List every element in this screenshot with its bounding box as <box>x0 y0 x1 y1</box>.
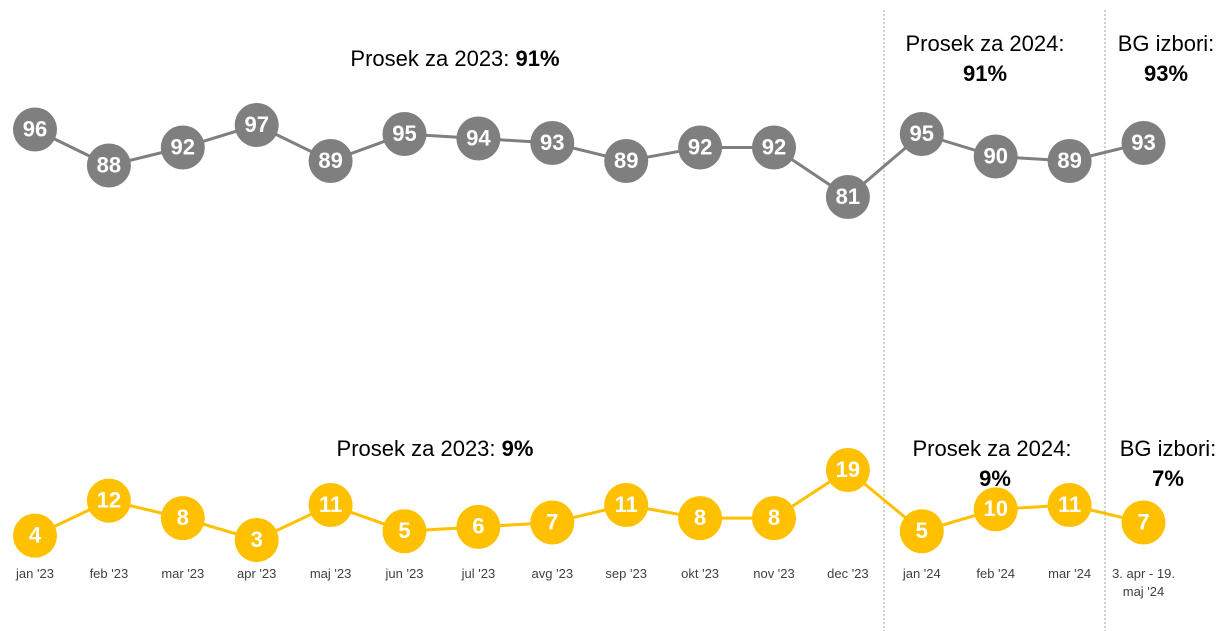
x-tick-label: jun '23 <box>385 566 424 581</box>
marker <box>899 112 944 156</box>
x-tick-label: avg '23 <box>531 566 574 581</box>
marker <box>973 487 1018 532</box>
x-tick-label: feb '23 <box>89 566 129 581</box>
data-label: 19 <box>836 457 860 482</box>
marker <box>678 125 723 170</box>
annotation-value: 91% <box>516 46 560 71</box>
annotation-value: 93% <box>1144 61 1188 86</box>
marker <box>1047 483 1092 527</box>
data-label: 93 <box>1131 130 1155 155</box>
annotation-label: Prosek za 2023: <box>350 46 509 71</box>
data-label: 95 <box>392 121 416 146</box>
x-tick-label: feb '24 <box>976 566 1015 581</box>
data-label: 12 <box>97 487 121 512</box>
data-label: 94 <box>466 125 491 150</box>
data-label: 81 <box>836 184 860 209</box>
x-tick-label: mar '23 <box>161 566 205 581</box>
marker <box>86 478 131 523</box>
x-tick-label: jan '23 <box>16 566 54 581</box>
marker <box>234 103 279 147</box>
marker <box>308 139 353 183</box>
x-tick-label: jan '24 <box>902 566 941 581</box>
marker <box>530 121 575 165</box>
series-line <box>34 468 1144 542</box>
annotation-label: BG izbori: <box>1120 436 1217 461</box>
data-label: 11 <box>1058 492 1081 517</box>
data-label: 8 <box>177 505 189 530</box>
marker <box>13 513 57 558</box>
x-tick-label: maj '23 <box>309 566 352 581</box>
marker <box>678 496 723 541</box>
marker <box>456 116 501 161</box>
x-tick-label: jul '23 <box>461 566 496 581</box>
marker <box>973 134 1018 179</box>
data-label: 7 <box>546 509 558 534</box>
x-tick-label: dec '23 <box>827 566 869 581</box>
data-label: 95 <box>910 121 934 146</box>
marker <box>234 518 279 562</box>
annotation-value: 9% <box>979 466 1011 491</box>
annotation-label: Prosek za 2023: <box>337 436 496 461</box>
x-tick-label: nov '23 <box>753 566 795 581</box>
data-label: 11 <box>615 492 638 517</box>
data-label: 89 <box>318 148 342 173</box>
x-tick-label: apr '23 <box>237 566 277 581</box>
marker <box>604 483 649 527</box>
data-label: 5 <box>916 518 928 543</box>
data-label: 4 <box>29 522 42 547</box>
data-label: 5 <box>398 518 410 543</box>
annotation-value: 7% <box>1152 466 1184 491</box>
marker <box>752 125 796 170</box>
x-tick-label: mar '24 <box>1048 566 1092 581</box>
data-label: 89 <box>1057 148 1081 173</box>
x-tick-label: okt '23 <box>681 566 720 581</box>
data-label: 3 <box>251 527 263 552</box>
annotation: Prosek za 2023: 91% <box>350 46 559 71</box>
data-label: 7 <box>1137 509 1149 534</box>
data-label: 93 <box>540 130 564 155</box>
marker <box>160 125 205 170</box>
marker <box>825 175 870 219</box>
data-label: 89 <box>614 148 638 173</box>
marker <box>1121 500 1166 545</box>
data-label: 96 <box>23 116 47 141</box>
data-label: 6 <box>472 514 484 539</box>
data-label: 97 <box>244 112 268 137</box>
data-label: 90 <box>983 143 1007 168</box>
data-label: 92 <box>171 134 195 159</box>
x-tick-label: 3. apr - 19. maj '24 <box>1112 566 1175 599</box>
marker <box>899 509 944 554</box>
annotation: Prosek za 2023: 9% <box>337 436 534 461</box>
annotation-label: Prosek za 2024: <box>906 31 1065 56</box>
marker <box>1121 121 1166 165</box>
annotation-label: BG izbori: <box>1118 31 1215 56</box>
marker <box>456 504 501 549</box>
annotation-value: 9% <box>502 436 534 461</box>
marker <box>13 107 57 152</box>
marker <box>382 112 427 156</box>
marker <box>86 143 131 188</box>
marker <box>1047 139 1092 183</box>
marker <box>160 496 205 541</box>
data-label: 92 <box>688 134 712 159</box>
data-label: 8 <box>694 505 706 530</box>
marker <box>825 448 870 492</box>
marker <box>382 509 427 554</box>
annotation-label: Prosek za 2024: <box>913 436 1072 461</box>
marker <box>308 483 353 527</box>
data-label: 10 <box>983 496 1007 521</box>
marker <box>604 139 649 183</box>
data-label: 88 <box>97 152 121 177</box>
marker <box>752 496 796 541</box>
data-label: 11 <box>319 492 342 517</box>
data-label: 8 <box>768 505 780 530</box>
series-line <box>34 123 1144 199</box>
x-tick-label: sep '23 <box>605 566 647 581</box>
marker <box>530 500 575 545</box>
data-label: 92 <box>762 134 786 159</box>
annotation-value: 91% <box>963 61 1007 86</box>
